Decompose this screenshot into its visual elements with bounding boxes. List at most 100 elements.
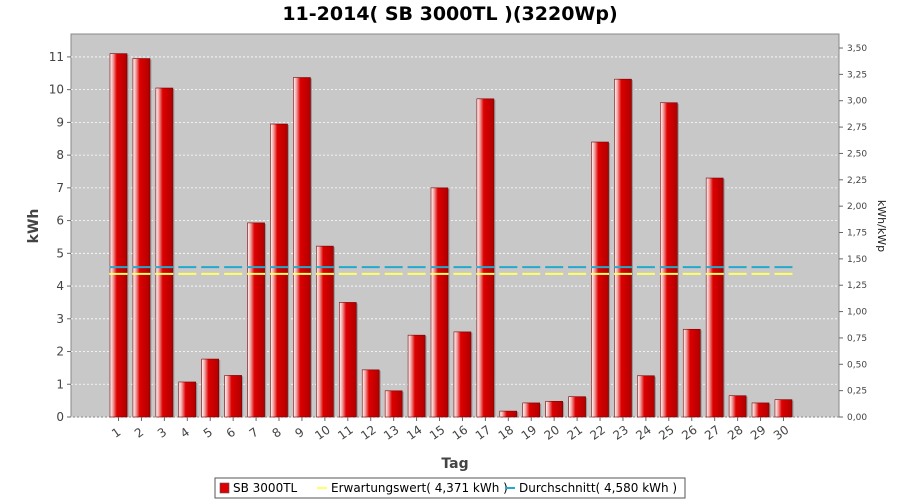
bar [270,123,288,418]
x-tick-label: 25 [656,423,677,443]
legend-label-expected: Erwartungswert( 4,371 kWh ) [331,481,508,495]
x-tick-label: 23 [610,423,631,443]
bar [545,400,563,418]
reference-lines [109,266,793,275]
x-tick-label: 6 [224,425,238,441]
y-right-tick-label: 3,25 [847,70,867,80]
x-tick-label: 5 [201,425,215,441]
legend-swatch-bar [219,482,230,494]
x-tick-label: 22 [587,423,608,443]
bar [476,98,495,418]
x-tick-label: 16 [450,423,471,443]
x-tick-label: 21 [565,423,586,443]
x-tick-label: 28 [725,423,746,443]
bar [682,328,701,418]
y-tick-label: 3 [56,312,64,326]
bar [109,53,128,418]
x-tick-label: 7 [247,425,261,441]
x-tick-label: 8 [270,425,284,441]
bar [774,399,793,418]
bar [705,177,724,418]
x-tick-label: 17 [473,423,494,443]
bar [201,358,220,418]
x-tick-label: 14 [404,423,425,443]
bar [338,302,357,418]
bar [751,402,770,418]
y-tick-label: 1 [56,377,64,391]
y-tick-label: 7 [56,181,64,195]
y-right-tick-label: 3,50 [847,44,867,54]
y-right-tick-label: 3,00 [847,97,867,107]
y-right-tick-label: 1,75 [847,229,867,239]
bar [637,375,655,418]
x-tick-label: 27 [702,423,723,443]
bar [453,331,472,418]
y-right-tick-label: 0,50 [847,360,867,370]
bar [614,78,632,418]
bar [155,87,174,418]
bar [568,396,586,418]
y-right-tick-label: 2,25 [847,176,867,186]
y-tick-label: 0 [56,410,64,424]
legend-label-average: Durchschnitt( 4,580 kWh ) [519,481,677,495]
bar [247,222,265,418]
bar [361,369,380,418]
bar [132,58,151,418]
bar [591,141,609,418]
bar [499,410,518,418]
right-axis: 0,00 0,25 0,50 0,75 1,00 1,25 1,50 1,75 2,00 2,25… [839,44,867,423]
x-tick-label: 4 [178,425,192,441]
y-right-tick-label: 2,75 [847,123,867,133]
bar [522,402,541,418]
bar [660,102,678,418]
y-tick-label: 6 [56,214,64,228]
y-tick-label: 8 [56,148,64,162]
bar [178,381,197,418]
x-tick-label: 20 [542,423,563,443]
x-axis-label: Tag [441,456,468,472]
x-tick-label: 9 [293,425,307,441]
bar [293,77,311,418]
x-tick-label: 29 [748,423,769,443]
bar [224,375,242,418]
y-tick-label: 9 [56,115,64,129]
y-right-tick-label: 0,00 [847,413,867,423]
x-tick-label: 15 [427,423,448,443]
x-tick-label: 26 [679,423,700,443]
y-right-tick-label: 2,00 [847,202,867,212]
x-tick-label: 1 [109,425,123,441]
y-right-tick-label: 0,25 [847,387,867,397]
x-tick-label: 2 [132,425,146,441]
y-right-tick-label: 0,75 [847,334,867,344]
y-tick-label: 4 [56,279,64,293]
y-right-tick-label: 1,25 [847,281,867,291]
y-tick-label: 10 [49,83,64,97]
legend-label-series: SB 3000TL [233,481,298,495]
y-tick-label: 5 [56,246,64,260]
y-tick-label: 11 [49,50,64,64]
y-axis-label: kWh [26,209,42,244]
x-tick-label: 18 [496,423,517,443]
chart-title: 11-2014( SB 3000TL )(3220Wp) [282,3,617,25]
bars [109,53,794,418]
y-right-tick-label: 2,50 [847,149,867,159]
legend: SB 3000TL Erwartungswert( 4,371 kWh ) Durc… [214,477,686,499]
bar [430,187,449,418]
y-right-tick-label: 1,50 [847,255,867,265]
bar [316,245,334,418]
x-tick-label: 10 [312,423,333,443]
x-tick-label: 12 [358,423,379,443]
legend-box [214,477,686,499]
left-axis: 0 1 2 3 4 5 6 7 8 9 10 11 [49,50,71,424]
bar [728,395,747,418]
x-axis: 1 2 3 4 5 6 7 8 9 10 11 12 13 14 15 16 17 18 19 20 21 22 23 24 2… [109,417,791,443]
y-tick-label: 2 [56,345,64,359]
bar [384,390,403,418]
x-tick-label: 24 [633,423,654,443]
x-tick-label: 11 [335,423,356,443]
x-tick-label: 3 [155,425,169,441]
x-tick-label: 30 [771,423,792,443]
x-tick-label: 19 [519,423,540,443]
bar [407,334,426,418]
